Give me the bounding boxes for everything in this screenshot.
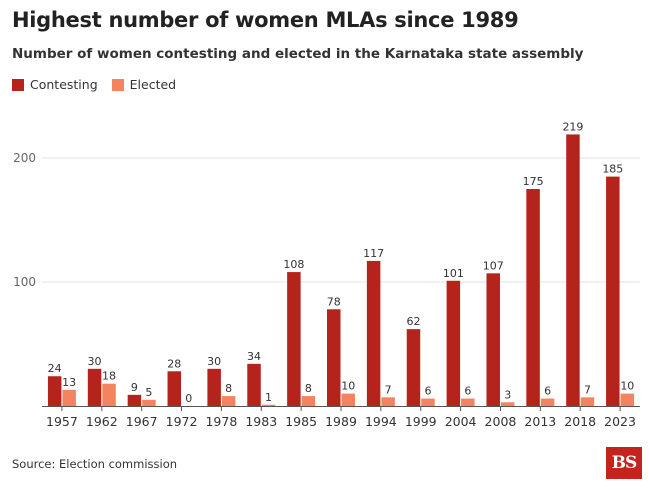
- data-label-contesting-2013: 175: [523, 175, 544, 188]
- x-tick-label-1983: 1983: [245, 414, 277, 429]
- x-tick-label-1989: 1989: [325, 414, 357, 429]
- data-label-elected-2018: 7: [584, 383, 591, 396]
- x-tick-label-1978: 1978: [205, 414, 237, 429]
- bar-contesting-1967: [128, 395, 141, 406]
- bar-elected-1999: [421, 399, 435, 406]
- bar-contesting-2013: [526, 189, 540, 406]
- bar-elected-1957: [62, 390, 76, 406]
- x-tick-label-2013: 2013: [524, 414, 556, 429]
- y-tick-label-200: 200: [13, 151, 36, 165]
- bar-contesting-1957: [48, 376, 62, 406]
- bar-elected-1989: [342, 394, 356, 406]
- data-label-elected-1967: 5: [145, 386, 152, 399]
- data-label-contesting-1972: 28: [167, 357, 181, 370]
- data-label-elected-1999: 6: [424, 385, 431, 398]
- bar-contesting-1972: [168, 371, 182, 406]
- data-label-elected-1978: 8: [225, 382, 232, 395]
- data-label-elected-1972: 0: [185, 392, 192, 405]
- bar-elected-2023: [621, 394, 635, 406]
- bar-contesting-1978: [207, 369, 221, 406]
- x-tick-label-1994: 1994: [365, 414, 397, 429]
- bar-contesting-2018: [566, 134, 580, 406]
- data-label-contesting-1967: 9: [131, 381, 138, 394]
- data-label-elected-2013: 6: [544, 385, 551, 398]
- x-tick-label-2004: 2004: [445, 414, 477, 429]
- data-label-contesting-1978: 30: [207, 355, 221, 368]
- bar-contesting-1994: [367, 261, 381, 406]
- x-tick-label-1972: 1972: [166, 414, 198, 429]
- bar-chart: 10020024131957301819629 51967280197230819…: [0, 0, 650, 491]
- data-label-contesting-1983: 34: [247, 350, 261, 363]
- bar-elected-2008: [501, 402, 515, 406]
- bar-contesting-1989: [327, 309, 341, 406]
- bar-elected-2004: [461, 399, 475, 406]
- data-label-elected-1957: 13: [62, 376, 76, 389]
- data-label-contesting-2004: 101: [443, 267, 464, 280]
- bar-contesting-1999: [407, 329, 421, 406]
- data-label-contesting-1994: 117: [363, 247, 384, 260]
- bar-contesting-1962: [88, 369, 102, 406]
- data-label-elected-1989: 10: [341, 380, 355, 393]
- data-label-elected-1994: 7: [385, 383, 392, 396]
- x-tick-label-1967: 1967: [126, 414, 158, 429]
- data-label-contesting-1999: 62: [406, 315, 420, 328]
- data-label-contesting-1957: 24: [48, 362, 62, 375]
- data-label-elected-2008: 3: [504, 388, 511, 401]
- y-tick-label-100: 100: [13, 275, 36, 289]
- x-tick-label-1962: 1962: [86, 414, 118, 429]
- bar-elected-2018: [581, 397, 595, 406]
- data-label-contesting-1985: 108: [283, 258, 304, 271]
- bar-elected-1985: [302, 396, 316, 406]
- source-note: Source: Election commission: [12, 457, 177, 471]
- bar-elected-2013: [541, 399, 555, 406]
- data-label-contesting-2023: 185: [602, 163, 623, 176]
- bar-contesting-2004: [447, 281, 461, 406]
- bar-contesting-2008: [486, 273, 500, 406]
- x-tick-label-2023: 2023: [604, 414, 636, 429]
- publisher-logo: BS: [606, 447, 642, 479]
- data-label-elected-1983: 1: [265, 391, 272, 404]
- data-label-elected-2004: 6: [464, 385, 471, 398]
- data-label-elected-1985: 8: [305, 382, 312, 395]
- bar-elected-1962: [102, 384, 116, 406]
- bar-contesting-2023: [606, 177, 620, 406]
- x-tick-label-1985: 1985: [285, 414, 317, 429]
- bar-contesting-1983: [247, 364, 261, 406]
- bar-elected-1994: [381, 397, 395, 406]
- bar-contesting-1985: [287, 272, 301, 406]
- bar-elected-1967: [142, 400, 156, 406]
- x-tick-label-2018: 2018: [564, 414, 596, 429]
- data-label-contesting-1962: 30: [88, 355, 102, 368]
- data-label-elected-2023: 10: [620, 380, 634, 393]
- bar-elected-1978: [222, 396, 236, 406]
- bar-elected-1983: [262, 405, 276, 406]
- x-tick-label-1957: 1957: [46, 414, 78, 429]
- x-tick-label-2008: 2008: [485, 414, 517, 429]
- data-label-elected-1962: 18: [102, 370, 116, 383]
- x-tick-label-1999: 1999: [405, 414, 437, 429]
- data-label-contesting-2008: 107: [483, 259, 504, 272]
- data-label-contesting-1989: 78: [327, 295, 341, 308]
- data-label-contesting-2018: 219: [562, 120, 583, 133]
